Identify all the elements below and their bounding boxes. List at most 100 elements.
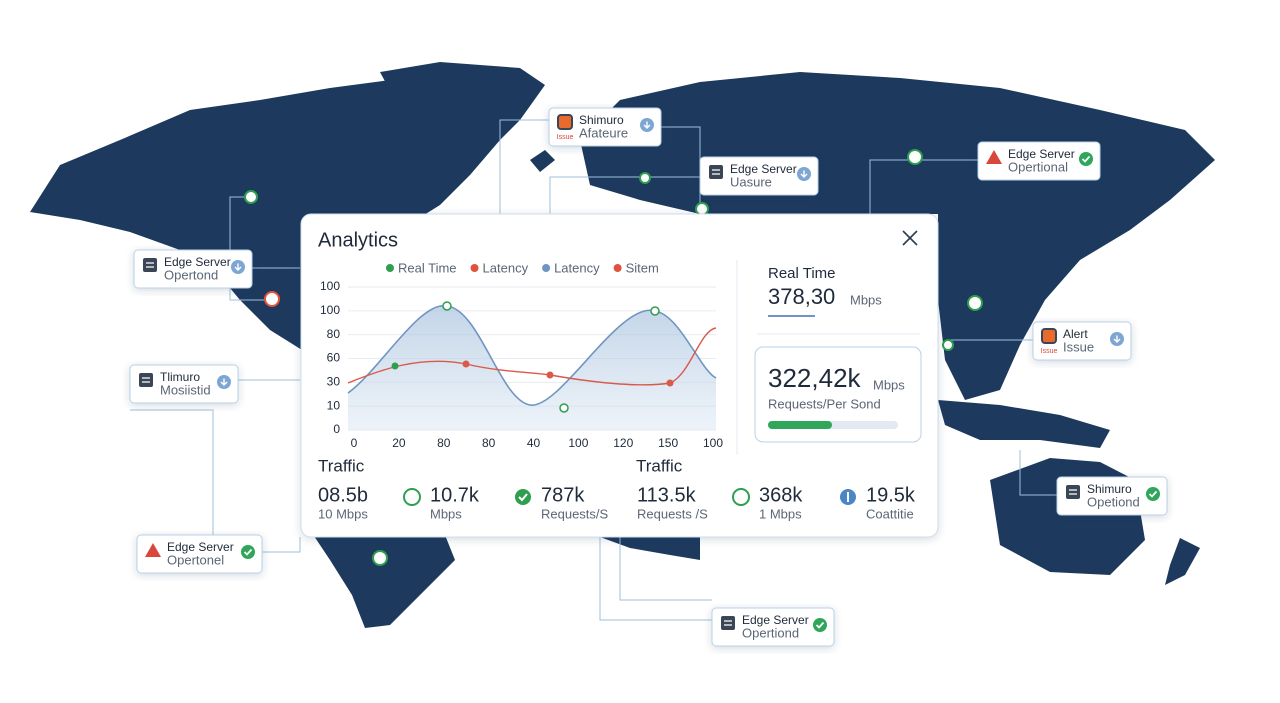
- x-tick-label: 20: [392, 436, 406, 450]
- card-bg: [133, 249, 253, 289]
- card-title: Edge Server: [164, 255, 231, 269]
- legend-dot: [542, 264, 551, 272]
- status-info: [1113, 335, 1121, 343]
- card-title: Shimuro: [579, 113, 624, 127]
- requests-box: [754, 346, 922, 443]
- card-subtitle: Afateure: [579, 125, 628, 140]
- stat-value: 10.7k: [430, 484, 480, 506]
- stat-value: 19.5k: [866, 484, 916, 506]
- requests-value: 322,42k: [768, 363, 862, 393]
- warning-icon: [145, 543, 161, 557]
- status-ok: [1148, 490, 1158, 498]
- progress-fill: [768, 421, 832, 429]
- y-tick-label: 100: [320, 303, 340, 317]
- stat-icon: [515, 489, 531, 505]
- server-icon: [1066, 485, 1080, 499]
- status-info: [234, 263, 242, 271]
- markers: [391, 301, 674, 413]
- y-tick-label: 0: [333, 422, 340, 436]
- legend-label: Latency: [554, 260, 600, 275]
- card-tag: Issue: [1041, 348, 1058, 355]
- card-subtitle: Opertond: [164, 267, 218, 282]
- status-ok: [815, 621, 825, 629]
- server-icon: [1069, 489, 1077, 495]
- server-icon: [142, 377, 150, 383]
- card-bg: [699, 156, 819, 196]
- legend-dot: [386, 264, 394, 272]
- alert-icon: [1041, 328, 1057, 344]
- traffic-title: Traffic: [318, 456, 365, 475]
- legend-label: Latency: [483, 260, 529, 275]
- card-subtitle: Opertional: [1008, 159, 1068, 174]
- requests-unit: Mbps: [873, 377, 905, 392]
- card-bg: [977, 141, 1101, 181]
- server-icon: [712, 169, 720, 175]
- status-ok: [1081, 155, 1091, 163]
- legend-dot: [613, 264, 622, 272]
- status-info: [800, 170, 808, 178]
- x-tick-label: 150: [658, 436, 678, 450]
- stat-label: 10 Mbps: [318, 506, 368, 521]
- card-bg: [711, 607, 835, 647]
- legend-dot: [470, 264, 479, 272]
- card-tag: Issue: [557, 134, 574, 141]
- card-title: Edge Server: [167, 540, 234, 554]
- alert-icon: [557, 114, 573, 130]
- stat-label: 1 Mbps: [759, 506, 802, 521]
- status-info: [643, 121, 651, 129]
- stat-value: 787k: [541, 484, 585, 506]
- status-ok: [1079, 152, 1093, 166]
- server-icon: [143, 258, 157, 272]
- close-button[interactable]: [902, 230, 918, 246]
- x-tick-label: 80: [482, 436, 496, 450]
- card-bg: [129, 364, 239, 404]
- card-title: Edge Server: [730, 162, 797, 176]
- status-ok: [813, 618, 827, 632]
- status-ok: [1146, 487, 1160, 501]
- area: [348, 305, 716, 430]
- traffic-title: Traffic: [636, 456, 683, 475]
- legend-label: Real Time: [398, 260, 457, 275]
- stat-icon: [732, 488, 750, 506]
- y-tick-label: 10: [327, 398, 341, 412]
- legend: Real Time Latency Latency Sitem: [386, 260, 659, 275]
- card-title: Shimuro: [1087, 482, 1132, 496]
- stat-label: Mbps: [430, 506, 462, 521]
- x-tick-label: 40: [527, 436, 541, 450]
- stat-icon: [403, 488, 421, 506]
- card-subtitle: Mosiistid: [160, 382, 211, 397]
- x-tick-label: 80: [437, 436, 451, 450]
- card-title: Alert: [1063, 327, 1088, 341]
- realtime-unit: Mbps: [850, 292, 882, 307]
- realtime-value: 378,30: [768, 284, 835, 309]
- card-subtitle: Opetiond: [1087, 494, 1140, 509]
- server-icon: [146, 262, 154, 268]
- warning-icon: [986, 150, 1002, 164]
- server-icon: [721, 616, 735, 630]
- y-tick-label: 60: [327, 351, 341, 365]
- server-icon: [139, 373, 153, 387]
- x-tick-label: 100: [703, 436, 723, 450]
- realtime-label: Real Time: [768, 265, 836, 282]
- stat-icon: [518, 493, 528, 502]
- card-bg: [548, 107, 662, 147]
- map-nodes: [244, 149, 983, 566]
- y-tick-label: 80: [327, 327, 341, 341]
- card-bg: [1056, 476, 1168, 516]
- server-icon: [724, 620, 732, 626]
- card-title: Tlimuro: [160, 370, 200, 384]
- blue-line: [347, 305, 717, 406]
- analytics-panel: Analytics Real Time Latency Latency Sitem 1…: [300, 213, 939, 538]
- card-title: Edge Server: [1008, 147, 1075, 161]
- card-subtitle: Uasure: [730, 174, 772, 189]
